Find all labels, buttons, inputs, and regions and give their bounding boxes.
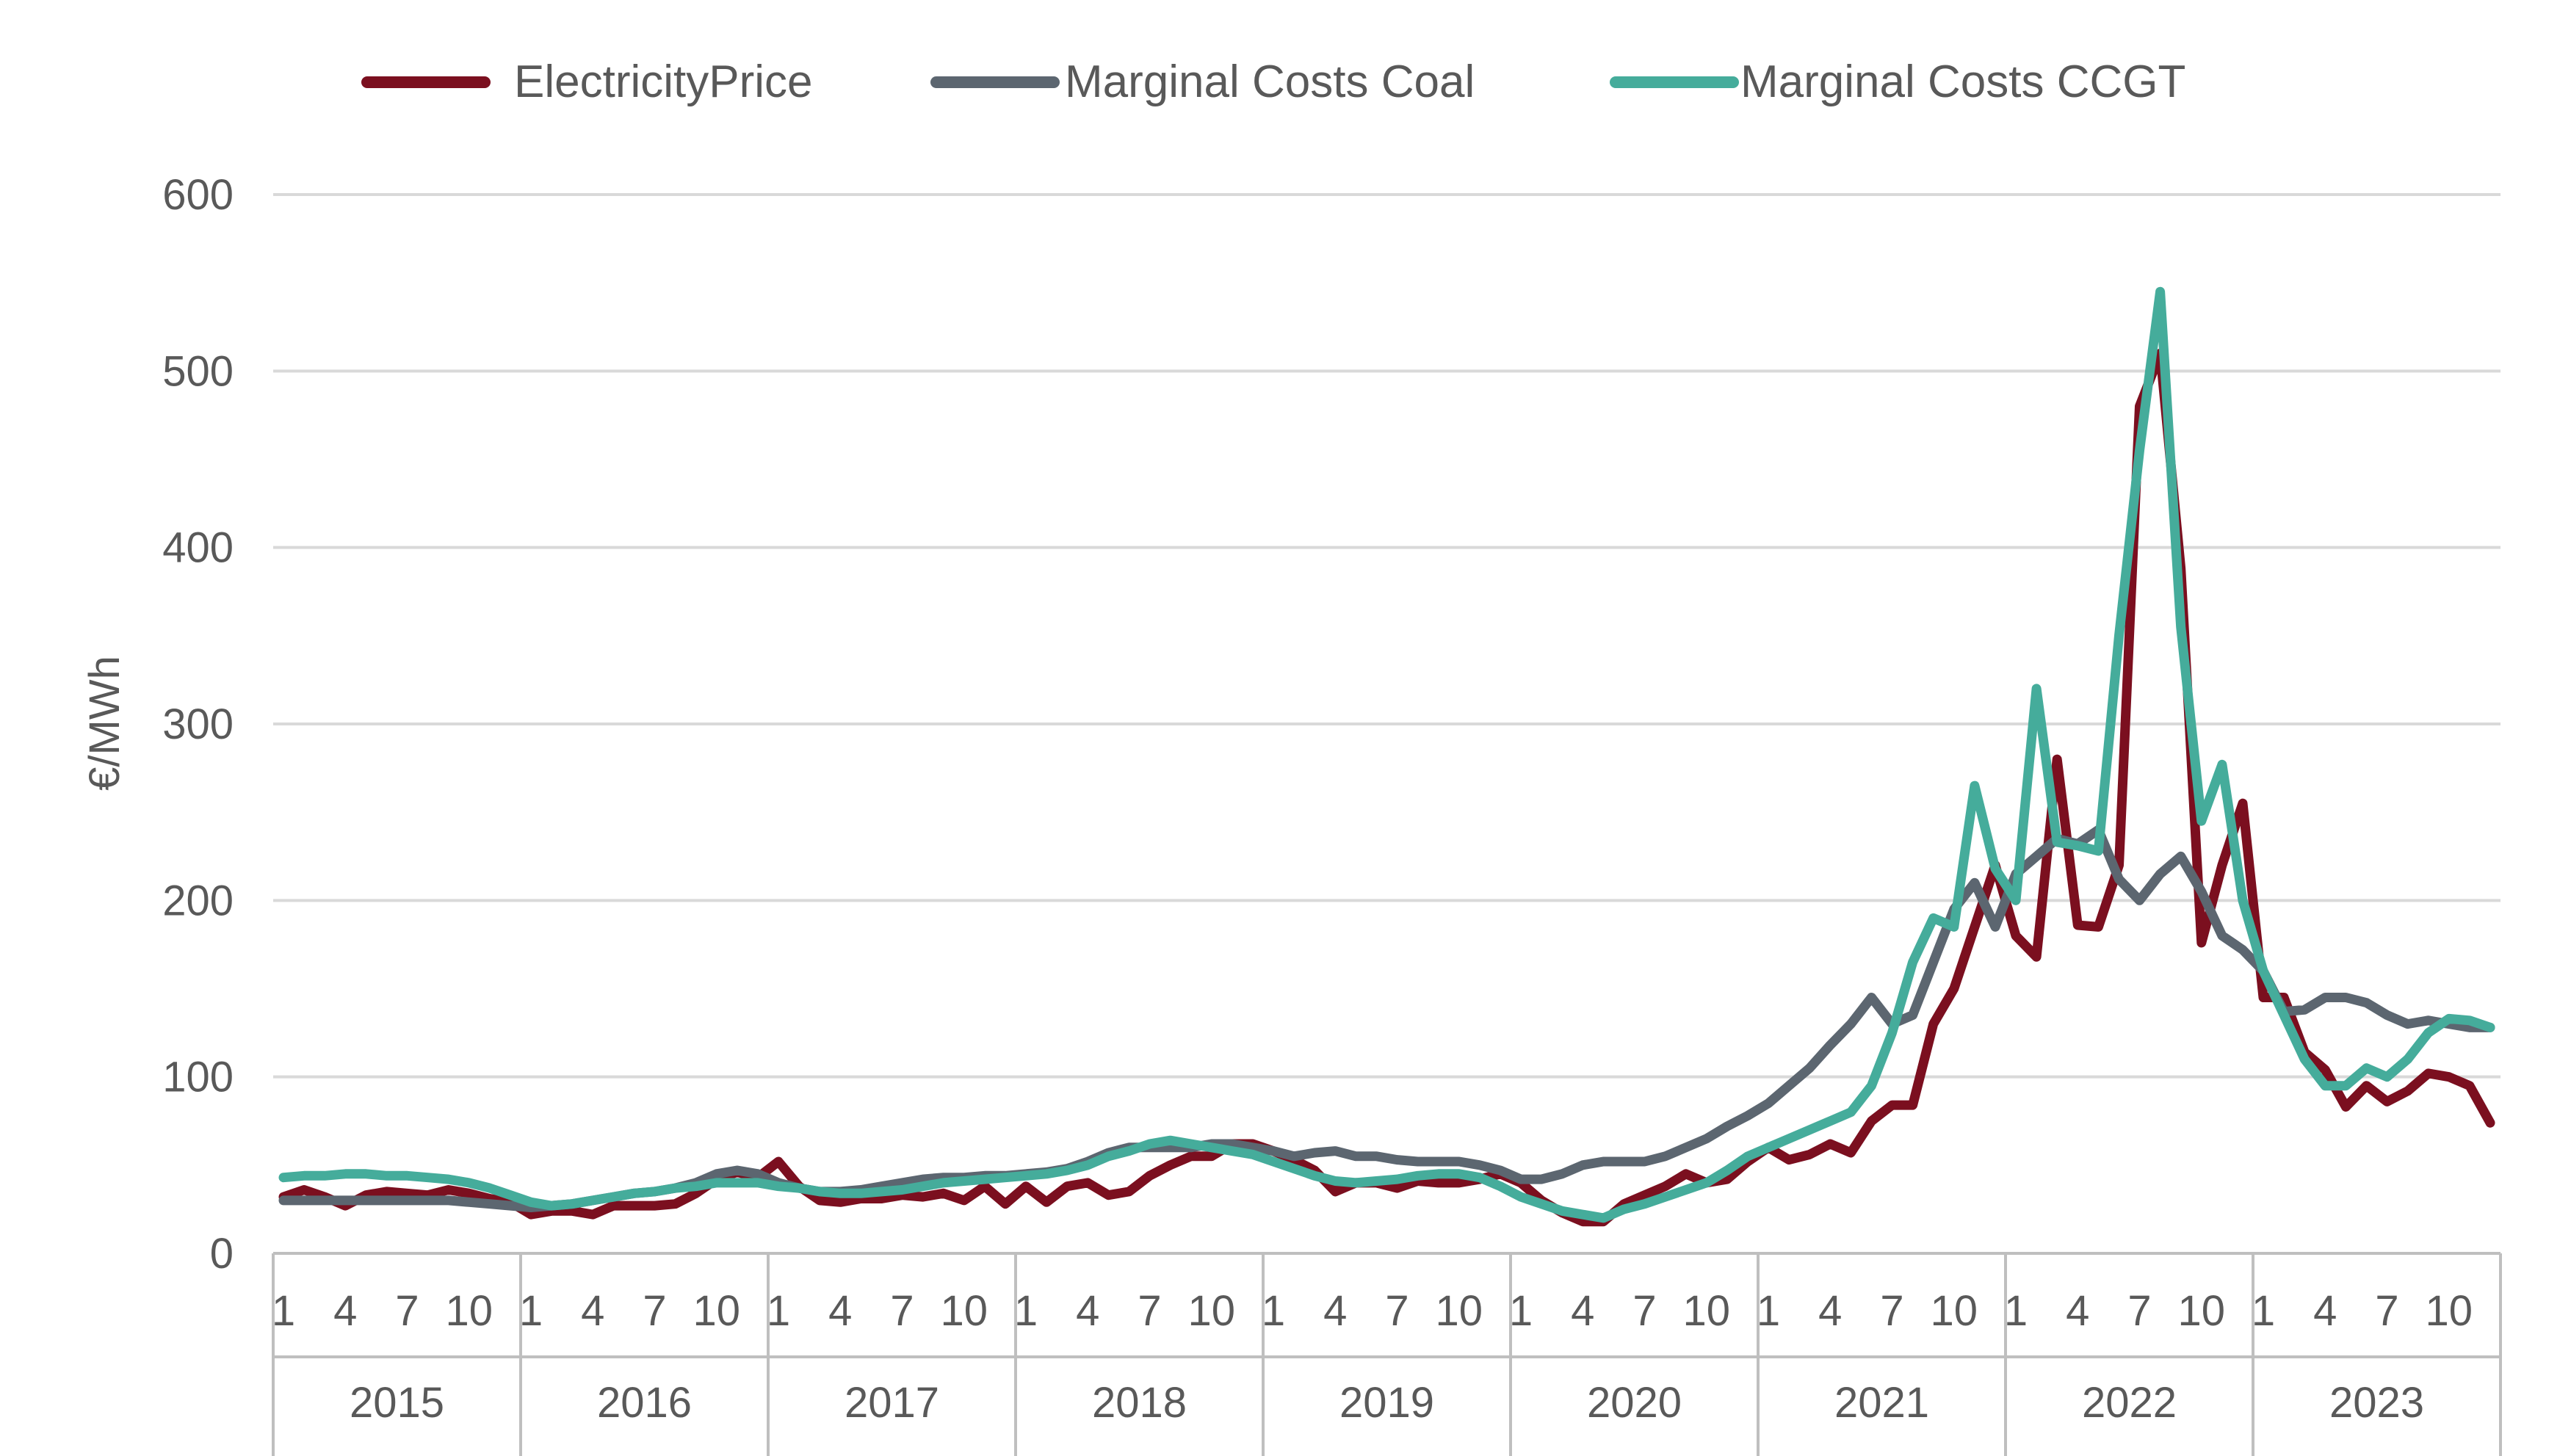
year-tick-label: 2015 [350, 1379, 444, 1427]
series-line-electricityprice [278, 348, 2495, 1227]
legend-label: Marginal Costs Coal [1065, 57, 1475, 107]
month-tick-label: 4 [1323, 1287, 1347, 1335]
y-tick-label: 0 [210, 1230, 234, 1278]
month-tick-label: 10 [446, 1287, 493, 1335]
month-tick-label: 1 [1262, 1287, 1285, 1335]
month-tick-label: 7 [1138, 1287, 1161, 1335]
month-tick-label: 10 [1683, 1287, 1731, 1335]
year-tick-label: 2021 [1834, 1379, 1929, 1427]
y-axis-label: €/MWh [81, 656, 129, 791]
y-axis-ticks: 0 100 200 300 400 500 600 [162, 171, 234, 1278]
year-tick-label: 2023 [2329, 1379, 2424, 1427]
year-tick-label: 2022 [2082, 1379, 2177, 1427]
month-tick-label: 1 [272, 1287, 295, 1335]
y-tick-label: 200 [162, 877, 234, 924]
month-tick-label: 1 [519, 1287, 543, 1335]
month-tick-label: 4 [828, 1287, 852, 1335]
series-line-marginal-costs-ccgt [278, 286, 2495, 1223]
month-tick-label: 7 [2375, 1287, 2398, 1335]
legend-label: Marginal Costs CCGT [1740, 57, 2185, 107]
month-tick-label: 1 [1014, 1287, 1038, 1335]
y-tick-label: 400 [162, 524, 234, 572]
series-lines [278, 286, 2495, 1227]
month-tick-label: 1 [1757, 1287, 1780, 1335]
month-tick-label: 7 [1632, 1287, 1656, 1335]
month-tick-label: 4 [581, 1287, 604, 1335]
month-tick-label: 4 [1571, 1287, 1594, 1335]
month-tick-label: 4 [1818, 1287, 1842, 1335]
y-tick-label: 500 [162, 347, 234, 395]
month-tick-label: 7 [890, 1287, 914, 1335]
month-tick-label: 4 [2313, 1287, 2337, 1335]
month-tick-label: 4 [2066, 1287, 2089, 1335]
month-tick-label: 4 [1076, 1287, 1099, 1335]
year-tick-label: 2020 [1587, 1379, 1682, 1427]
month-tick-label: 1 [767, 1287, 790, 1335]
year-tick-label: 2016 [597, 1379, 692, 1427]
month-tick-label: 7 [1385, 1287, 1409, 1335]
month-tick-label: 7 [1880, 1287, 1903, 1335]
month-tick-label: 1 [2252, 1287, 2275, 1335]
year-tick-label: 2019 [1339, 1379, 1434, 1427]
month-tick-label: 1 [2004, 1287, 2028, 1335]
month-tick-label: 4 [333, 1287, 357, 1335]
y-tick-label: 100 [162, 1054, 234, 1101]
month-tick-label: 10 [693, 1287, 741, 1335]
month-tick-label: 7 [643, 1287, 666, 1335]
month-tick-label: 10 [2178, 1287, 2226, 1335]
legend: ElectricityPrice Marginal Costs Coal Margi… [361, 57, 2185, 107]
month-tick-label: 10 [2426, 1287, 2473, 1335]
month-tick-label: 7 [2127, 1287, 2151, 1335]
month-tick-label: 7 [395, 1287, 419, 1335]
year-tick-label: 2018 [1092, 1379, 1187, 1427]
y-tick-label: 600 [162, 171, 234, 219]
month-tick-label: 10 [1931, 1287, 1978, 1335]
y-tick-label: 300 [162, 700, 234, 748]
month-tick-label: 1 [1509, 1287, 1533, 1335]
y-gridlines [273, 193, 2501, 1079]
month-tick-label: 10 [941, 1287, 988, 1335]
month-tick-label: 10 [1436, 1287, 1483, 1335]
year-tick-label: 2017 [845, 1379, 939, 1427]
legend-label: ElectricityPrice [514, 57, 813, 107]
month-tick-label: 10 [1188, 1287, 1236, 1335]
series-line-marginal-costs-coal [278, 825, 2495, 1212]
